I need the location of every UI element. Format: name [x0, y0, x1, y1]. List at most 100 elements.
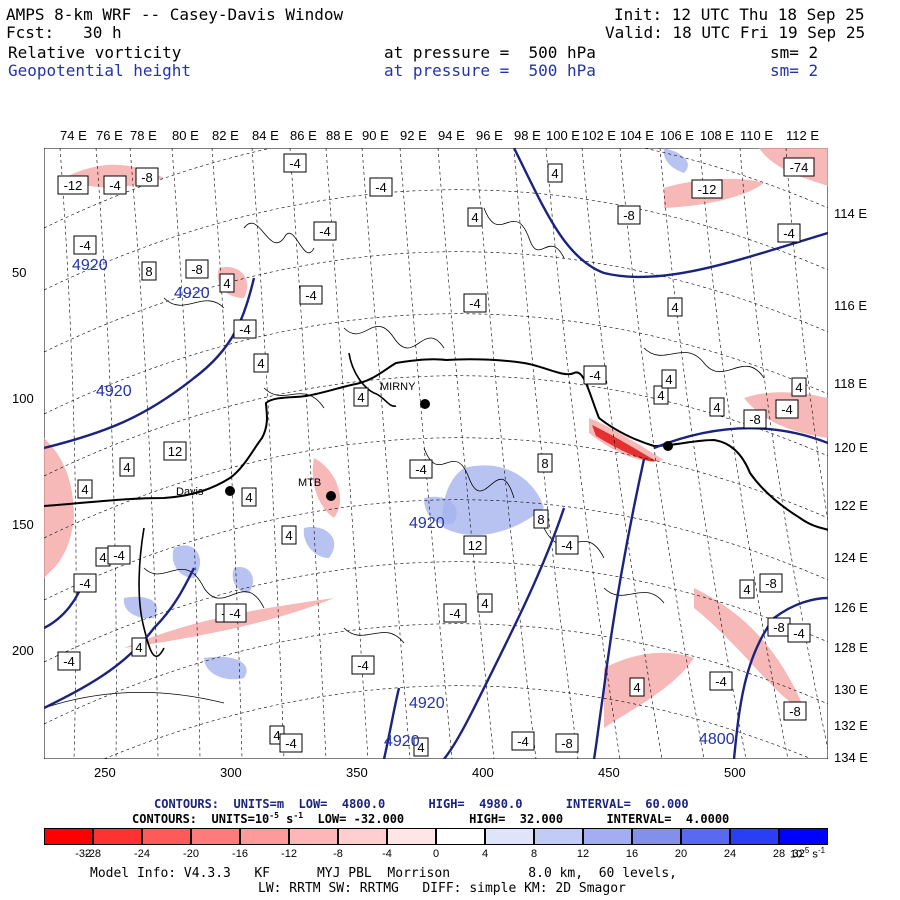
vorticity-label: -8	[135, 167, 159, 187]
geopotential-height-contours	[44, 148, 828, 759]
colorbar-cell	[534, 828, 583, 845]
right-lon-tick: 122 E	[834, 498, 868, 513]
height-label: 4920	[72, 257, 108, 274]
bottom-grid-tick: 250	[94, 765, 116, 780]
svg-text:-8: -8	[141, 170, 153, 185]
vorticity-label: -4	[279, 733, 303, 753]
colorbar-cell	[387, 828, 436, 845]
vorticity-label: 4	[547, 163, 563, 183]
svg-text:12: 12	[168, 444, 182, 459]
svg-text:4: 4	[551, 166, 558, 181]
svg-text:4: 4	[257, 356, 264, 371]
right-lon-tick: 132 E	[834, 718, 868, 733]
svg-text:Davis: Davis	[176, 486, 204, 498]
svg-text:-4: -4	[109, 178, 121, 193]
colorbar-label: 16	[625, 848, 639, 860]
svg-text:4: 4	[417, 740, 424, 755]
svg-text:-12: -12	[698, 182, 717, 197]
height-label: 4920	[384, 733, 420, 750]
svg-text:4: 4	[245, 490, 252, 505]
station-mtb: MTB	[298, 477, 336, 501]
bottom-grid-tick: 450	[598, 765, 620, 780]
svg-text:4: 4	[633, 680, 640, 695]
top-lon-tick: 94 E	[438, 128, 465, 143]
height-label: 4920	[409, 515, 445, 532]
height-label: 4800	[699, 731, 735, 748]
svg-text:8: 8	[537, 512, 544, 527]
colorbar-unit: 10-5 s-1	[790, 846, 826, 861]
svg-text:4: 4	[273, 728, 280, 743]
vorticity-label: -4	[443, 603, 467, 623]
svg-text:4: 4	[795, 380, 802, 395]
right-lon-tick: 124 E	[834, 550, 868, 565]
svg-text:-4: -4	[289, 156, 301, 171]
svg-text:-8: -8	[623, 208, 635, 223]
vorticity-label: 4	[467, 207, 483, 227]
vorticity-label: -8	[743, 409, 767, 429]
vorticity-label: 8	[537, 453, 553, 473]
map-panel: -12 -4-8-4-44 -74-12-84-4-4-84-4-4 4-4-444-…	[44, 148, 828, 759]
height-label: 4920	[174, 285, 210, 302]
bottom-grid-tick: 500	[724, 765, 746, 780]
map-frame	[44, 148, 828, 759]
svg-text:-4: -4	[469, 296, 481, 311]
station-davis: Davis	[176, 486, 235, 498]
right-lon-tick: 126 E	[834, 600, 868, 615]
vorticity-label: 8	[141, 261, 157, 281]
right-lon-tick: 128 E	[834, 640, 868, 655]
svg-text:-8: -8	[749, 412, 761, 427]
vorticity-label: -4	[73, 235, 97, 255]
colorbar-cell	[338, 828, 387, 845]
bottom-grid-tick: 400	[472, 765, 494, 780]
svg-text:-4: -4	[113, 548, 125, 563]
vorticity-label: 4	[791, 377, 807, 397]
colorbar-label: -4	[382, 848, 392, 860]
vorticity-label: -8	[783, 701, 807, 721]
colorbar-label: -20	[183, 848, 199, 860]
top-lon-tick: 82 E	[212, 128, 239, 143]
field2-smoothing: sm= 2	[770, 61, 819, 80]
vorticity-label: -4	[777, 223, 801, 243]
vorticity-label: -8	[759, 573, 783, 593]
svg-text:-8: -8	[765, 576, 777, 591]
svg-text:-4: -4	[319, 224, 331, 239]
vorticity-label: 12	[463, 535, 487, 555]
colorbar-label: -8	[333, 848, 343, 860]
svg-text:-8: -8	[789, 704, 801, 719]
svg-text:-4: -4	[517, 734, 529, 749]
vorticity-label: -12	[57, 175, 89, 195]
svg-text:4: 4	[81, 482, 88, 497]
colorbar-cell	[485, 828, 534, 845]
contours-height-info: CONTOURS: UNITS=m LOW= 4800.0 HIGH= 4980…	[154, 797, 689, 811]
top-lon-tick: 112 E	[786, 128, 820, 143]
svg-text:-4: -4	[285, 736, 297, 751]
vorticity-label: 4	[253, 353, 269, 373]
colorbar-cell	[681, 828, 730, 845]
top-lon-tick: 92 E	[400, 128, 427, 143]
svg-text:-4: -4	[781, 402, 793, 417]
vorticity-label: 4	[119, 457, 135, 477]
colorbar-cell	[583, 828, 632, 845]
svg-text:4: 4	[357, 390, 364, 405]
vorticity-label: 4	[667, 297, 683, 317]
station-markers: Davis MIRNY MTB	[176, 381, 673, 501]
right-lon-tick: 134 E	[834, 750, 868, 765]
vorticity-label: -4	[299, 285, 323, 305]
svg-text:4: 4	[657, 388, 664, 403]
svg-text:-4: -4	[589, 368, 601, 383]
vorticity-label: -8	[185, 259, 209, 279]
svg-text:-4: -4	[357, 658, 369, 673]
svg-text:4: 4	[135, 640, 142, 655]
vorticity-label: -4	[283, 153, 307, 173]
svg-text:-4: -4	[79, 576, 91, 591]
top-lon-tick: 74 E	[60, 128, 87, 143]
svg-text:-8: -8	[561, 736, 573, 751]
top-lon-tick: 104 E	[620, 128, 654, 143]
svg-text:MTB: MTB	[298, 477, 321, 489]
svg-text:-4: -4	[63, 654, 75, 669]
colorbar-label: -16	[232, 848, 248, 860]
colorbar-cell	[730, 828, 779, 845]
vorticity-label: -4	[709, 671, 733, 691]
svg-text:4: 4	[285, 528, 292, 543]
vorticity-contours	[44, 207, 765, 709]
